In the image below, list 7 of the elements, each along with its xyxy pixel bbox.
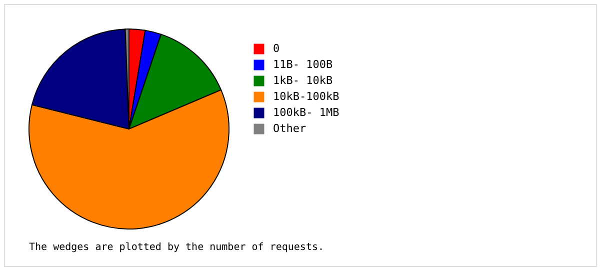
legend-label: 100kB- 1MB: [273, 106, 340, 119]
legend-label: Other: [273, 122, 306, 135]
text: The wedges are plotted by the number of requests.: [29, 242, 324, 253]
legend-label: 0: [273, 42, 280, 55]
legend-label: 11B- 100B: [273, 58, 333, 71]
legend-label: 10kB-100kB: [273, 90, 340, 103]
legend-label: 1kB- 10kB: [273, 74, 333, 87]
